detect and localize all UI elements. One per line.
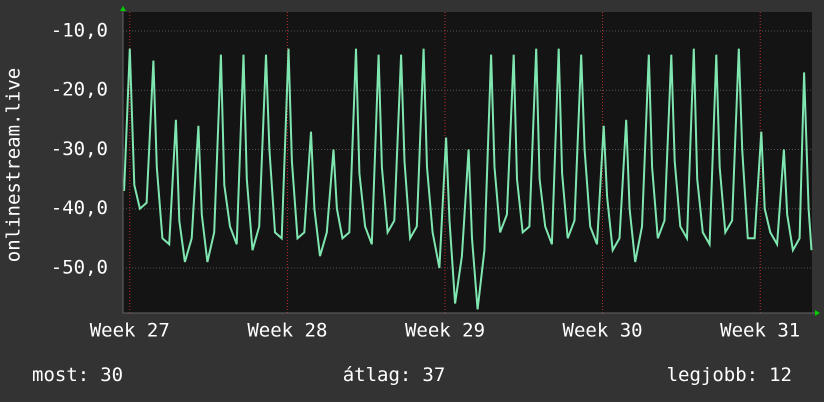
- summary: átlag: 37: [343, 364, 446, 386]
- x-tick-label: Week 29: [405, 320, 485, 342]
- x-tick-label: Week 31: [720, 320, 800, 342]
- summary-label: átlag:: [343, 364, 412, 386]
- summary-value: 37: [422, 364, 445, 386]
- summary-value: 30: [100, 364, 123, 386]
- line: [123, 48, 813, 310]
- axis-arrow: [120, 6, 126, 11]
- x-tick-label: Week 27: [90, 320, 170, 342]
- summary-label: legjobb:: [667, 364, 759, 386]
- y-axis-label: onlinestream.live: [3, 68, 25, 262]
- y-tick-label: -10,0: [51, 19, 108, 41]
- summary-value: 12: [769, 364, 792, 386]
- summary-label: most:: [32, 364, 89, 386]
- y-tick-label: -50,0: [51, 256, 108, 278]
- axis-arrow: [815, 310, 820, 316]
- y-tick-label: -40,0: [51, 197, 108, 219]
- x-tick-label: Week 30: [563, 320, 643, 342]
- y-tick-label: -30,0: [51, 138, 108, 160]
- x-tick-label: Week 28: [247, 320, 327, 342]
- y-tick-label: -20,0: [51, 79, 108, 101]
- summary: most: 30: [32, 364, 123, 386]
- summary: legjobb: 12: [667, 364, 792, 386]
